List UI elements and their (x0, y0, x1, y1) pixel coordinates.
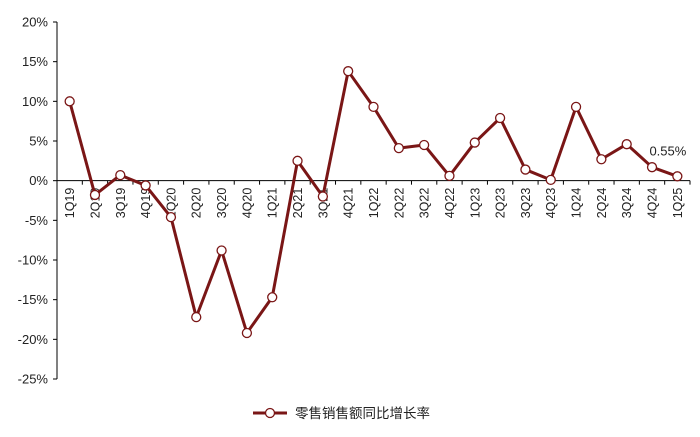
y-tick-label: -15% (18, 292, 49, 307)
y-tick-label: 10% (22, 94, 48, 109)
y-tick-label: -20% (18, 332, 49, 347)
y-tick-label: -5% (25, 213, 49, 228)
data-point (545, 174, 556, 186)
x-tick-label: 3Q22 (418, 188, 432, 219)
data-point (444, 170, 455, 182)
x-tick-label: 4Q24 (646, 188, 660, 219)
data-point (570, 101, 582, 113)
x-tick-label: 4Q22 (443, 188, 457, 219)
y-tick-label: 20% (22, 15, 48, 30)
x-tick-label: 2Q23 (494, 188, 508, 219)
data-point (317, 191, 329, 202)
y-tick-label: -10% (18, 253, 49, 268)
x-axis: 1Q19 2Q19 3Q19 4Q19 1Q20 2Q20 3Q20 4Q20 1Q21 2Q21… (56, 180, 691, 219)
legend: 零售销售额同比增长率 (253, 405, 430, 422)
data-point (596, 154, 607, 165)
data-point (64, 96, 75, 107)
y-axis: -25% -20% -15% -10% -5% 0% 5% 10% 15% 20% (18, 15, 58, 387)
x-tick-label: 1Q19 (63, 188, 77, 219)
data-point (494, 112, 506, 124)
x-tick-label: 2Q24 (595, 188, 609, 219)
data-point (191, 311, 202, 323)
data-point (165, 212, 177, 223)
x-tick-label: 3Q19 (114, 188, 128, 219)
x-tick-label: 3Q20 (215, 188, 229, 219)
x-tick-label: 4Q19 (139, 188, 153, 219)
data-point (115, 169, 126, 181)
x-tick-label: 1Q24 (570, 188, 584, 219)
data-point (241, 327, 253, 339)
x-tick-label: 2Q21 (291, 188, 305, 219)
x-tick-label: 2Q20 (190, 188, 204, 219)
x-tick-label: 1Q23 (468, 188, 482, 219)
data-point (368, 101, 379, 113)
y-tick-label: 5% (29, 134, 48, 149)
data-point (418, 139, 430, 151)
x-tick-label: 1Q25 (671, 188, 685, 219)
data-point (672, 171, 683, 182)
data-label: 0.55% (649, 143, 686, 158)
data-labels: 0.55% (649, 143, 686, 158)
x-tick-label: 1Q22 (367, 188, 381, 219)
x-tick-label: 3Q24 (620, 188, 634, 219)
data-point (469, 137, 480, 148)
plot-area (64, 66, 683, 339)
data-point (393, 142, 404, 154)
y-tick-label: -25% (18, 372, 49, 387)
x-tick-label: 3Q23 (519, 188, 533, 219)
data-point (216, 245, 227, 256)
y-tick-label: 0% (29, 173, 48, 188)
data-point (140, 180, 151, 191)
x-tick-label: 4Q23 (544, 188, 558, 219)
data-point (343, 66, 354, 77)
x-tick-label: 1Q21 (266, 188, 280, 219)
data-point (646, 162, 658, 173)
x-tick-label: 1Q20 (164, 188, 178, 219)
data-point (292, 155, 303, 166)
x-tick-label: 4Q20 (240, 188, 254, 219)
x-tick-label: 2Q22 (392, 188, 406, 219)
data-point (89, 189, 101, 201)
legend-marker (264, 407, 276, 419)
data-point (520, 164, 531, 175)
y-tick-label: 15% (22, 54, 48, 69)
data-point (621, 139, 632, 150)
x-tick-label: 4Q21 (342, 188, 356, 219)
legend-label: 零售销售额同比增长率 (295, 405, 430, 422)
data-point (267, 292, 278, 303)
